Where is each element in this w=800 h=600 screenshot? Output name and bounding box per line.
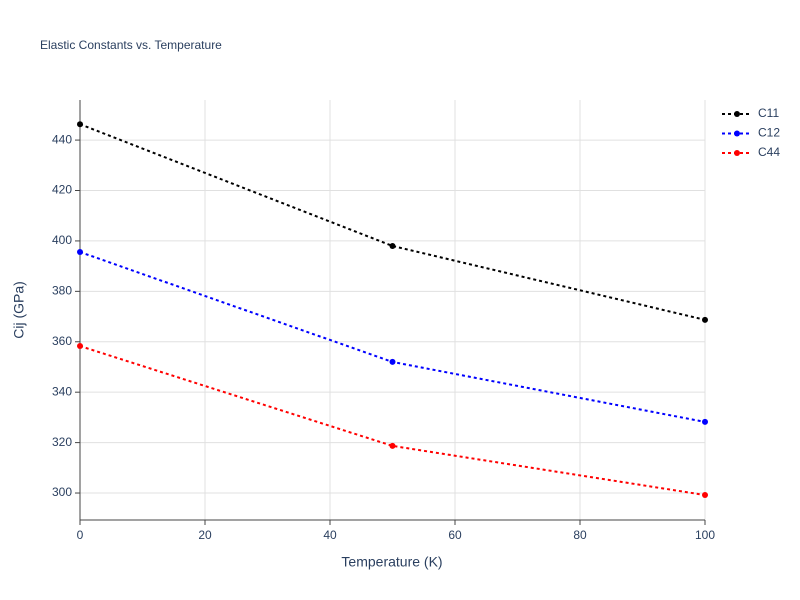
chart-title: Elastic Constants vs. Temperature: [40, 38, 222, 52]
y-tick-label: 340: [52, 384, 72, 398]
y-tick-label: 420: [52, 183, 72, 197]
y-tick-label: 440: [52, 132, 72, 146]
y-tick-label: 360: [52, 334, 72, 348]
y-tick-label: 380: [52, 284, 72, 298]
legend-marker: [734, 150, 740, 156]
x-tick-label: 100: [695, 528, 715, 542]
legend-item: C44: [722, 145, 780, 159]
y-tick-label: 400: [52, 233, 72, 247]
legend-label: C11: [758, 106, 779, 120]
legend-marker: [734, 111, 740, 117]
series-line: [79, 345, 706, 497]
x-tick-label: 0: [77, 528, 84, 542]
data-point: [77, 343, 83, 350]
data-point: [389, 242, 396, 249]
data-point: [702, 492, 708, 499]
data-point: [77, 121, 83, 128]
legend-label: C12: [758, 126, 780, 140]
data-point: [77, 249, 83, 256]
data-point: [389, 358, 396, 365]
x-axis-title: Temperature (K): [341, 554, 442, 570]
y-tick-label: 320: [52, 435, 72, 449]
data-point: [389, 442, 396, 449]
x-tick-label: 40: [323, 528, 337, 542]
data-point: [702, 316, 708, 323]
legend-marker: [734, 130, 740, 137]
y-axis-title: Cij (GPa): [11, 281, 27, 339]
x-tick-label: 20: [198, 528, 212, 542]
legend-item: C12: [722, 126, 780, 140]
data-point: [702, 418, 708, 425]
y-tick-label: 300: [52, 485, 72, 499]
legend-label: C44: [758, 145, 780, 159]
legend-item: C11: [722, 106, 779, 120]
x-tick-label: 80: [573, 528, 587, 542]
x-tick-label: 60: [448, 528, 462, 542]
